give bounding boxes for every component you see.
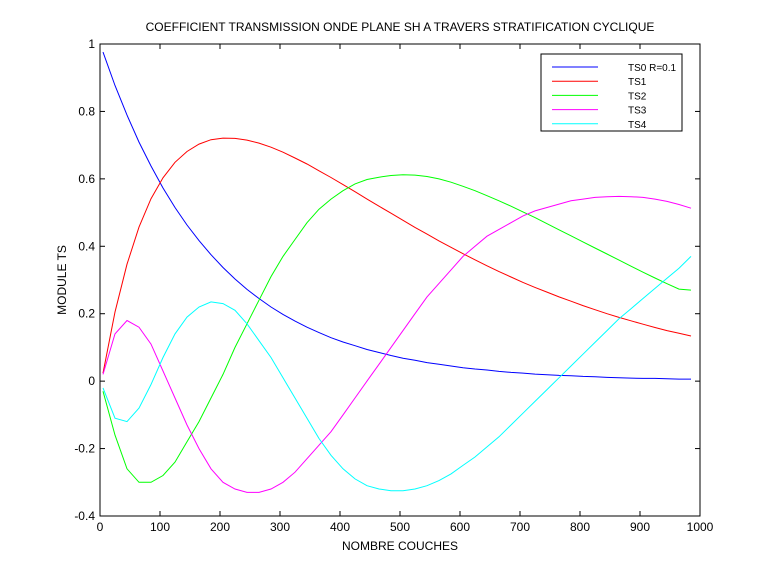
y-tick-label: 0.8 — [78, 104, 95, 118]
x-tick-label: 400 — [330, 520, 350, 534]
series-layer — [102, 51, 692, 493]
y-tick-label: 0.2 — [78, 307, 95, 321]
legend-label-3: TS3 — [628, 106, 647, 117]
x-tick-label: 600 — [450, 520, 470, 534]
y-tick-label: 0 — [88, 374, 95, 388]
x-tick-label: 500 — [390, 520, 410, 534]
x-tick-label: 900 — [630, 520, 650, 534]
x-axis-label: NOMBRE COUCHES — [342, 539, 458, 553]
x-tick-label: 1000 — [687, 520, 714, 534]
legend-label-1: TS1 — [628, 77, 647, 88]
legend-label-2: TS2 — [628, 91, 647, 102]
series-line-4 — [102, 256, 692, 492]
series-line-2 — [102, 174, 692, 483]
series-line-3 — [102, 195, 692, 493]
y-tick-label: 0.6 — [78, 172, 95, 186]
legend-label-0: TS0 R=0.1 — [628, 63, 677, 74]
series-line-0 — [102, 51, 691, 380]
y-tick-label: -0.4 — [74, 509, 95, 523]
tick-layer: 0 100 200 300 400 500 600 700 800 900 1000 -0.4 -0.2… — [74, 37, 713, 534]
y-tick-label: 0.4 — [78, 239, 95, 253]
y-tick-label: -0.2 — [74, 442, 95, 456]
x-tick-label: 300 — [270, 520, 290, 534]
y-axis-label: MODULE TS — [55, 245, 69, 315]
x-tick-label: 800 — [570, 520, 590, 534]
x-tick-label: 700 — [510, 520, 530, 534]
x-tick-label: 0 — [97, 520, 104, 534]
y-tick-label: 1 — [88, 37, 95, 51]
legend: TS0 R=0.1 TS1 TS2 TS3 TS4 — [540, 53, 683, 132]
chart-title: COEFFICIENT TRANSMISSION ONDE PLANE SH A… — [146, 20, 655, 34]
legend-label-4: TS4 — [628, 120, 647, 131]
x-tick-label: 200 — [210, 520, 230, 534]
x-tick-label: 100 — [150, 520, 170, 534]
series-line-1 — [102, 137, 692, 374]
